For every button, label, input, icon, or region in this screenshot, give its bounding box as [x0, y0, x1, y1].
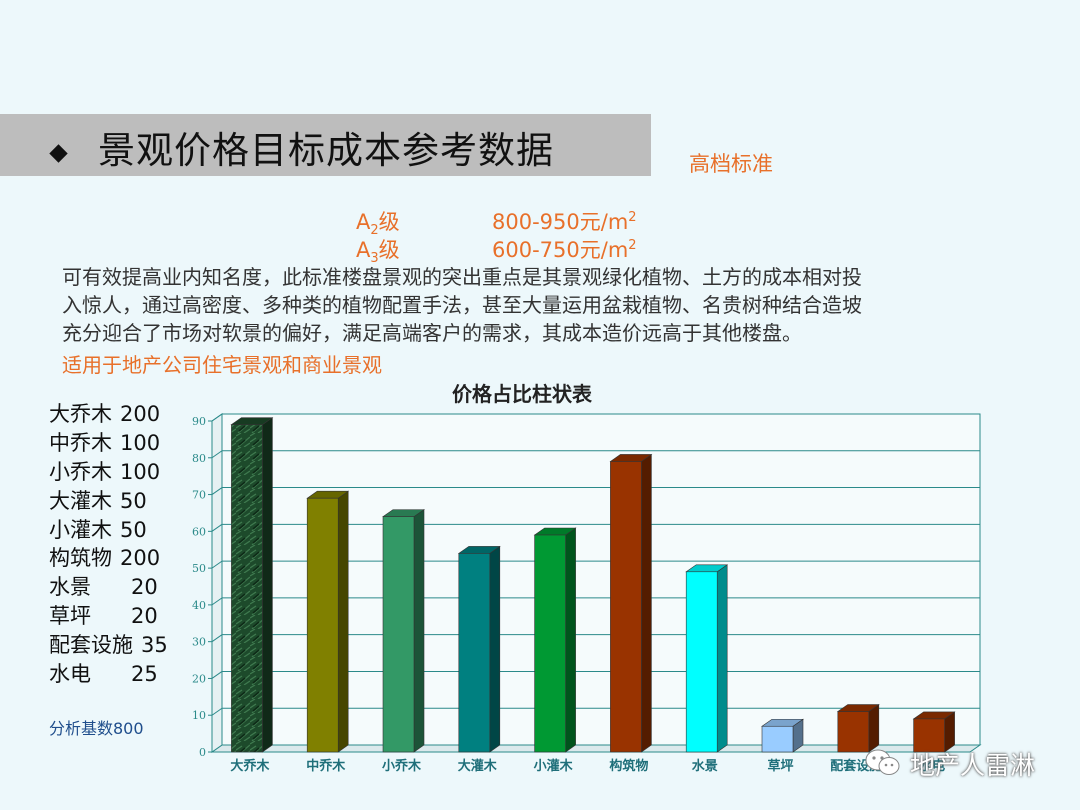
description: 可有效提高业内知名度，此标准楼盘景观的突出重点是其景观绿化植物、土方的成本相对投…	[62, 263, 1032, 347]
price-item-name: 大乔木	[49, 402, 112, 426]
bar-front	[685, 571, 718, 753]
price-item-value: 200	[120, 546, 161, 571]
bar-front	[231, 424, 263, 753]
bar	[836, 703, 880, 753]
bar-side	[868, 703, 880, 753]
gridline	[211, 707, 223, 716]
wechat-icon	[865, 749, 900, 775]
bar	[306, 490, 350, 753]
gridline	[211, 671, 223, 679]
x-tick-label: 小灌木	[534, 758, 574, 774]
apply-note: 适用于地产公司住宅景观和商业景观	[62, 353, 382, 377]
x-tick-label: 草坪	[767, 758, 793, 774]
y-tick-label: 30	[192, 636, 206, 649]
price-item-value: 50	[120, 517, 147, 542]
price-item-value: 100	[120, 459, 161, 484]
gridline	[211, 450, 223, 459]
bar-front	[761, 725, 794, 753]
bar-front	[913, 718, 945, 753]
y-tick-label: 0	[199, 746, 206, 759]
chart-title: 价格占比柱状表	[452, 382, 592, 406]
x-tick-label: 大乔木	[230, 758, 270, 774]
description-line: 充分迎合了市场对软景的偏好，满足高端客户的需求，其成本造价远高于其他楼盘。	[62, 321, 802, 345]
bar-front	[382, 516, 415, 753]
bar	[457, 545, 501, 753]
grade-price: 800-950元/m2	[492, 210, 637, 234]
y-tick-label: 90	[192, 415, 206, 428]
title-bar	[0, 114, 651, 176]
bar	[685, 564, 729, 753]
bar-front	[534, 534, 566, 753]
bar	[382, 509, 425, 753]
bar-side	[565, 527, 576, 753]
gridline	[211, 634, 223, 643]
page-title: 景观价格目标成本参考数据	[98, 129, 554, 172]
description-line: 可有效提高业内知名度，此标准楼盘景观的突出重点是其景观绿化植物、土方的成本相对投	[62, 265, 862, 289]
price-item-value: 50	[120, 488, 147, 513]
price-item-name: 小灌木	[49, 517, 112, 542]
description-line: 入惊人，通过高密度、多种类的植物配置手法，甚至大量运用盆栽植物、名贵树种结合造坡	[62, 293, 862, 317]
price-item-name: 水景	[49, 575, 91, 600]
y-tick-label: 80	[192, 452, 206, 465]
chart-side-wall	[211, 413, 223, 753]
bar	[609, 453, 653, 753]
price-item-name: 配套设施	[49, 633, 133, 658]
price-item-name: 小乔木	[49, 459, 112, 484]
y-tick-label: 20	[192, 672, 206, 685]
y-tick-label: 10	[192, 709, 206, 722]
gridline	[211, 597, 223, 606]
bar	[230, 417, 274, 753]
bar	[761, 718, 804, 753]
bar-front	[610, 461, 642, 753]
y-tick-label: 40	[192, 599, 206, 612]
base-note: 分析基数800	[49, 719, 144, 738]
x-tick-label: 水景	[692, 758, 718, 774]
bar-side	[716, 564, 728, 753]
watermark-text: 地产人雷淋	[910, 751, 1036, 780]
price-item-name: 中乔木	[49, 430, 112, 455]
bar-chart: 0 10 20 30 40 50 60 70 80 90 大乔木 中乔木 小乔木 大灌木 小灌木 构筑物 水景 草…	[192, 413, 982, 774]
x-tick-label: 大灌木	[458, 758, 498, 774]
gridline	[211, 413, 223, 422]
grade-label: A2级	[356, 210, 400, 239]
tier-label: 高档标准	[689, 152, 773, 176]
gridline	[211, 523, 223, 532]
bar	[912, 711, 956, 753]
price-item-value: 25	[131, 662, 158, 687]
price-item-name: 草坪	[49, 604, 91, 629]
price-item-value: 100	[120, 430, 161, 455]
bar	[533, 527, 577, 753]
gridline	[211, 487, 223, 495]
grade-label: A3级	[356, 238, 400, 267]
bar-side	[413, 509, 425, 753]
price-item-name: 大灌木	[49, 488, 112, 513]
bar-front	[837, 711, 870, 753]
y-tick-label: 60	[192, 525, 206, 538]
x-tick-label: 小乔木	[382, 758, 422, 774]
bar-side	[641, 453, 652, 753]
price-item-value: 20	[131, 604, 158, 629]
grade-price: 600-750元/m2	[492, 238, 637, 262]
price-item-name: 构筑物	[49, 546, 112, 571]
price-item-name: 水电	[49, 662, 91, 687]
x-tick-label: 中乔木	[306, 758, 346, 774]
x-tick-label: 构筑物	[609, 758, 648, 774]
bar-side	[262, 417, 273, 753]
price-item-value: 200	[120, 402, 161, 426]
bar-side	[489, 545, 501, 753]
y-tick-label: 70	[192, 489, 206, 502]
bar-front	[458, 553, 491, 753]
bar-side	[337, 490, 349, 753]
price-item-value: 20	[131, 575, 158, 600]
x-tick-label: 水电	[919, 758, 945, 774]
y-tick-label: 50	[192, 562, 206, 575]
bar-front	[306, 497, 339, 753]
gridline	[211, 560, 223, 569]
price-item-value: 35	[141, 633, 168, 658]
